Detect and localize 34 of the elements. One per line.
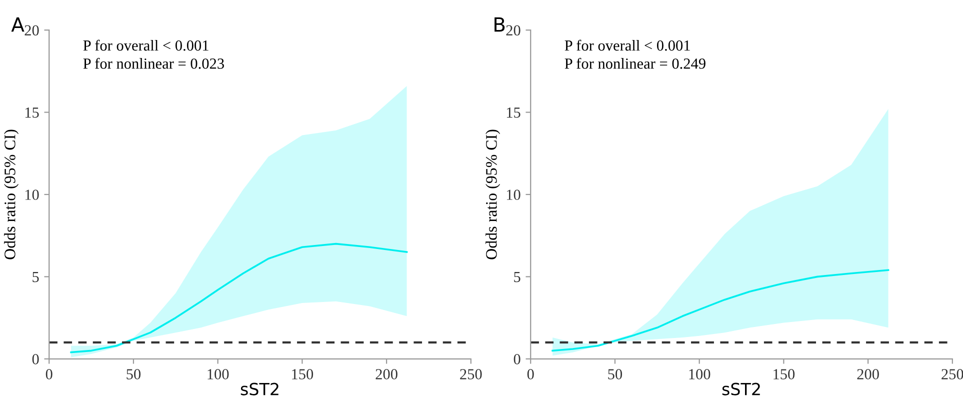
- line-series: [70, 242, 408, 354]
- y-tick-label: 15: [25, 107, 39, 118]
- x-tick-label: 200: [857, 369, 879, 380]
- x-tick-label: 100: [208, 369, 229, 380]
- y-axis-title: Odds ratio (95% CI): [4, 130, 19, 260]
- annotation: P for nonlinear = 0.023: [83, 58, 224, 69]
- annotation: P for nonlinear = 0.249: [564, 58, 706, 69]
- x-tick-label: 50: [608, 369, 622, 380]
- y-tick-label: 10: [506, 190, 520, 200]
- line-series: [552, 269, 890, 352]
- x-axis-title: sST2: [240, 382, 278, 396]
- y-tick-label: 10: [25, 190, 39, 200]
- annotation: P for overall < 0.001: [564, 40, 690, 51]
- x-tick-label: 250: [460, 369, 482, 380]
- y-tick-label: 0: [514, 354, 520, 364]
- x-tick-label: 150: [774, 369, 795, 380]
- y-tick-label: 5: [514, 272, 520, 282]
- y-tick-label: 20: [24, 25, 39, 36]
- y-tick-label: 0: [32, 354, 39, 364]
- y-tick-label: 20: [506, 25, 520, 36]
- x-tick-label: 0: [46, 369, 52, 380]
- x-tick-label: 200: [376, 369, 398, 380]
- x-tick-label: 100: [689, 369, 710, 380]
- chart-title: B: [494, 17, 505, 32]
- y-axis-title: Odds ratio (95% CI): [486, 130, 500, 260]
- x-axis-title: sST2: [722, 382, 760, 396]
- x-tick-label: 0: [527, 369, 534, 380]
- chart-title: A: [11, 17, 24, 32]
- x-tick-label: 250: [942, 369, 963, 380]
- y-tick-label: 5: [32, 272, 39, 282]
- x-tick-label: 150: [292, 369, 314, 380]
- annotation: P for overall < 0.001: [83, 40, 208, 51]
- y-tick-label: 15: [506, 107, 520, 118]
- x-tick-label: 50: [126, 369, 141, 380]
